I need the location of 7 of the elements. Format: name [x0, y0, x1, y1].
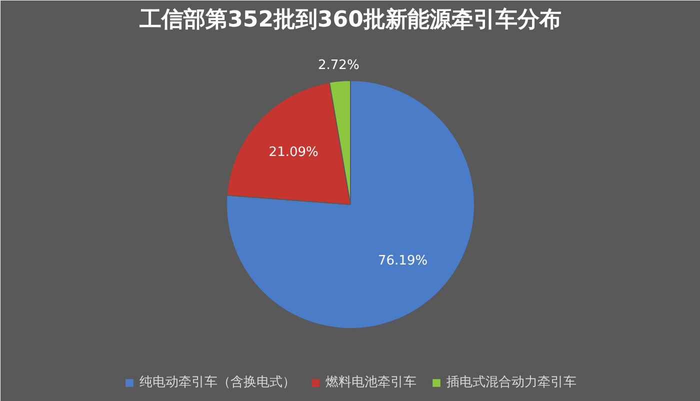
legend-label: 纯电动牵引车（含换电式）: [140, 374, 296, 391]
chart-title: 工信部第352批到360批新能源牵引车分布: [138, 6, 562, 32]
data-label: 2.72%: [318, 58, 360, 73]
legend-label: 插电式混合动力牵引车: [446, 374, 576, 391]
legend-label: 燃料电池牵引车: [326, 374, 416, 391]
data-label: 76.19%: [378, 254, 428, 269]
data-label: 21.09%: [268, 145, 318, 160]
